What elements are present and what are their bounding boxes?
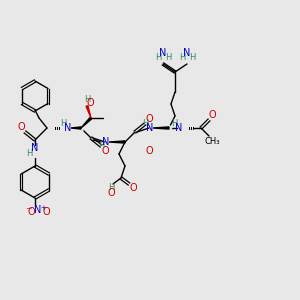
Text: ⁻: ⁻ bbox=[25, 206, 31, 218]
Text: O: O bbox=[101, 146, 109, 156]
Text: O: O bbox=[208, 110, 216, 120]
Text: +: + bbox=[40, 205, 46, 211]
Text: H: H bbox=[171, 119, 177, 128]
Text: N: N bbox=[31, 143, 39, 153]
Text: N: N bbox=[146, 123, 154, 133]
Text: H: H bbox=[165, 53, 171, 62]
Text: H: H bbox=[189, 53, 195, 62]
Text: N: N bbox=[64, 123, 72, 133]
Text: O: O bbox=[145, 114, 153, 124]
Text: N: N bbox=[183, 48, 191, 58]
Polygon shape bbox=[86, 106, 91, 118]
Text: O: O bbox=[107, 188, 115, 198]
Text: O: O bbox=[86, 98, 94, 108]
Text: N: N bbox=[159, 48, 167, 58]
Text: N: N bbox=[175, 123, 183, 133]
Text: H: H bbox=[98, 142, 104, 151]
Text: N: N bbox=[102, 137, 110, 147]
Text: N: N bbox=[34, 205, 42, 215]
Text: H: H bbox=[26, 148, 32, 158]
Polygon shape bbox=[71, 127, 81, 129]
Text: H: H bbox=[142, 119, 148, 128]
Text: H: H bbox=[108, 184, 114, 193]
Polygon shape bbox=[81, 117, 92, 128]
Text: O: O bbox=[17, 122, 25, 132]
Text: H: H bbox=[155, 53, 161, 62]
Text: O: O bbox=[129, 183, 137, 193]
Text: O: O bbox=[27, 207, 35, 217]
Polygon shape bbox=[153, 127, 169, 129]
Text: O: O bbox=[145, 146, 153, 156]
Text: H: H bbox=[60, 119, 66, 128]
Text: O: O bbox=[42, 207, 50, 217]
Text: H: H bbox=[179, 53, 185, 62]
Polygon shape bbox=[109, 141, 125, 143]
Text: CH₃: CH₃ bbox=[204, 136, 220, 146]
Text: H: H bbox=[84, 94, 90, 103]
